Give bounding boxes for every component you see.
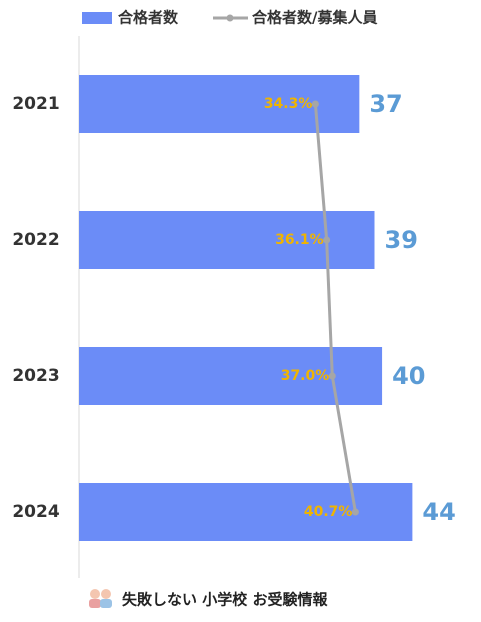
line-marker — [328, 372, 336, 380]
line-value-label: 40.7% — [304, 504, 353, 520]
footer: 失敗しない 小学校 お受験情報 — [122, 591, 328, 609]
line-value-label: 34.3% — [264, 96, 313, 112]
line-value-label: 37.0% — [281, 368, 330, 384]
bar-value-label: 37 — [369, 90, 402, 118]
legend-label: 合格者数 — [117, 9, 179, 27]
y-tick-label: 2021 — [12, 94, 59, 114]
y-tick-label: 2022 — [12, 230, 59, 250]
y-tick-label: 2023 — [12, 366, 59, 386]
line-value-label: 36.1% — [275, 232, 324, 248]
legend-label: 合格者数/募集人員 — [251, 9, 377, 27]
line-marker — [351, 508, 359, 516]
footer-icon — [89, 589, 112, 608]
bar-value-label: 39 — [385, 226, 418, 254]
bar — [79, 483, 413, 541]
line — [313, 103, 357, 513]
bar-value-label: 44 — [422, 498, 455, 526]
bar-value-label: 40 — [392, 362, 425, 390]
y-tick-label: 2024 — [12, 502, 59, 522]
line-marker — [311, 100, 319, 108]
bar — [79, 211, 375, 269]
line-marker — [323, 236, 331, 244]
legend-swatch — [82, 12, 112, 24]
legend-swatch — [226, 14, 234, 22]
